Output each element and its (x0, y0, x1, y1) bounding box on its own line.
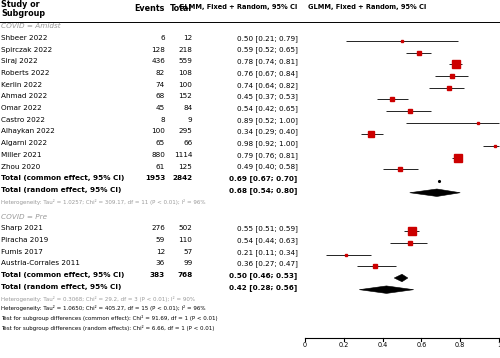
Text: 100: 100 (178, 82, 192, 88)
Text: 0.98 [0.92; 1.00]: 0.98 [0.92; 1.00] (236, 140, 298, 147)
Text: 0.2: 0.2 (338, 342, 349, 348)
Text: 128: 128 (151, 47, 165, 53)
Text: 436: 436 (151, 58, 165, 64)
Text: 82: 82 (156, 70, 165, 76)
Text: Test for subgroup differences (common effect): Chi² = 91.69, df = 1 (P < 0.01): Test for subgroup differences (common ef… (1, 315, 218, 321)
Text: Siraj 2022: Siraj 2022 (1, 58, 38, 64)
Text: Test for subgroup differences (random effects): Chi² = 6.66, df = 1 (P < 0.01): Test for subgroup differences (random ef… (1, 325, 214, 331)
Text: Total (random effect, 95% CI): Total (random effect, 95% CI) (1, 284, 122, 290)
Text: 0.36 [0.27; 0.47]: 0.36 [0.27; 0.47] (236, 261, 298, 267)
Text: GLMM, Fixed + Random, 95% CI: GLMM, Fixed + Random, 95% CI (179, 4, 298, 10)
Text: Total (common effect, 95% CI): Total (common effect, 95% CI) (1, 175, 124, 181)
Text: 57: 57 (183, 249, 192, 255)
Polygon shape (394, 274, 408, 282)
Text: 1114: 1114 (174, 152, 193, 158)
Text: 0.8: 0.8 (455, 342, 466, 348)
Text: 0.74 [0.64; 0.82]: 0.74 [0.64; 0.82] (236, 82, 298, 88)
Text: 218: 218 (178, 47, 192, 53)
Text: 1: 1 (497, 342, 500, 348)
Text: Austria-Corrales 2011: Austria-Corrales 2011 (1, 261, 80, 266)
Text: COVID = Amidst: COVID = Amidst (1, 23, 60, 29)
Text: 0.54 [0.44; 0.63]: 0.54 [0.44; 0.63] (236, 237, 298, 244)
Text: 125: 125 (178, 164, 192, 170)
Text: 0.4: 0.4 (378, 342, 388, 348)
Text: 59: 59 (156, 237, 165, 243)
Text: Fumis 2017: Fumis 2017 (1, 249, 43, 255)
Text: 0.54 [0.42; 0.65]: 0.54 [0.42; 0.65] (236, 105, 298, 112)
Text: 0.50 [0.21; 0.79]: 0.50 [0.21; 0.79] (236, 35, 298, 42)
Text: Miller 2021: Miller 2021 (1, 152, 42, 158)
Text: GLMM, Fixed + Random, 95% CI: GLMM, Fixed + Random, 95% CI (308, 4, 426, 10)
Text: 0.76 [0.67; 0.84]: 0.76 [0.67; 0.84] (236, 70, 298, 77)
Text: Alhaykan 2022: Alhaykan 2022 (1, 129, 55, 135)
Text: 110: 110 (178, 237, 192, 243)
Text: 100: 100 (151, 129, 165, 135)
Text: 6: 6 (160, 35, 165, 41)
Text: Total (random effect, 95% CI): Total (random effect, 95% CI) (1, 187, 122, 193)
Text: Total: Total (170, 4, 192, 13)
Text: 9: 9 (188, 117, 192, 123)
Text: 0.69 [0.67; 0.70]: 0.69 [0.67; 0.70] (229, 175, 298, 182)
Text: 0.45 [0.37; 0.53]: 0.45 [0.37; 0.53] (236, 93, 298, 100)
Text: 12: 12 (183, 35, 192, 41)
Text: 0.59 [0.52; 0.65]: 0.59 [0.52; 0.65] (236, 47, 298, 53)
Text: 880: 880 (151, 152, 165, 158)
Text: 84: 84 (183, 105, 192, 111)
Text: 8: 8 (160, 117, 165, 123)
Text: Heterogeneity: Tau² = 0.3068; Chi² = 29.2, df = 3 (P < 0.01); I² = 90%: Heterogeneity: Tau² = 0.3068; Chi² = 29.… (1, 295, 195, 301)
Text: Kerlin 2022: Kerlin 2022 (1, 82, 42, 88)
Text: 36: 36 (156, 261, 165, 266)
Text: 66: 66 (183, 140, 192, 146)
Text: 559: 559 (178, 58, 192, 64)
Text: 12: 12 (156, 249, 165, 255)
Text: Heterogeneity: Tau² = 1.0257; Chi² = 309.17, df = 11 (P < 0.01); I² = 96%: Heterogeneity: Tau² = 1.0257; Chi² = 309… (1, 199, 206, 204)
Text: 152: 152 (178, 93, 192, 100)
Text: 0.49 [0.40; 0.58]: 0.49 [0.40; 0.58] (236, 164, 298, 170)
Text: 61: 61 (156, 164, 165, 170)
Polygon shape (360, 286, 414, 294)
Text: Omar 2022: Omar 2022 (1, 105, 42, 111)
Text: 99: 99 (183, 261, 192, 266)
Text: 1953: 1953 (145, 175, 165, 181)
Text: 0.6: 0.6 (416, 342, 426, 348)
Text: 0.78 [0.74; 0.81]: 0.78 [0.74; 0.81] (236, 58, 298, 65)
Text: Heterogeneity: Tau² = 1.0650; Chi² = 405.27, df = 15 (P < 0.01); I² = 96%: Heterogeneity: Tau² = 1.0650; Chi² = 405… (1, 305, 206, 311)
Text: 768: 768 (177, 272, 192, 278)
Text: Piracha 2019: Piracha 2019 (1, 237, 48, 243)
Polygon shape (410, 189, 460, 197)
Text: Total (common effect, 95% CI): Total (common effect, 95% CI) (1, 272, 124, 278)
Text: Study or: Study or (1, 0, 40, 9)
Text: 2842: 2842 (172, 175, 193, 181)
Text: Subgroup: Subgroup (1, 9, 45, 18)
Text: Castro 2022: Castro 2022 (1, 117, 45, 123)
Text: 0.68 [0.54; 0.80]: 0.68 [0.54; 0.80] (229, 187, 298, 194)
Text: 108: 108 (178, 70, 192, 76)
Text: Events: Events (134, 4, 165, 13)
Text: 74: 74 (156, 82, 165, 88)
Text: 0.89 [0.52; 1.00]: 0.89 [0.52; 1.00] (236, 117, 298, 124)
Text: 0.79 [0.76; 0.81]: 0.79 [0.76; 0.81] (236, 152, 298, 159)
Text: Zhou 2020: Zhou 2020 (1, 164, 40, 170)
Text: COVID = Pre: COVID = Pre (1, 214, 47, 220)
Text: Shbeer 2022: Shbeer 2022 (1, 35, 48, 41)
Text: 276: 276 (151, 226, 165, 231)
Text: 65: 65 (156, 140, 165, 146)
Text: 295: 295 (178, 129, 192, 135)
Text: 0: 0 (303, 342, 307, 348)
Text: 0.55 [0.51; 0.59]: 0.55 [0.51; 0.59] (236, 226, 298, 232)
Text: Ahmad 2022: Ahmad 2022 (1, 93, 47, 100)
Text: Roberts 2022: Roberts 2022 (1, 70, 50, 76)
Text: 0.42 [0.28; 0.56]: 0.42 [0.28; 0.56] (229, 284, 298, 291)
Text: Spirczak 2022: Spirczak 2022 (1, 47, 52, 53)
Text: 383: 383 (150, 272, 165, 278)
Text: 0.21 [0.11; 0.34]: 0.21 [0.11; 0.34] (236, 249, 298, 256)
Text: Sharp 2021: Sharp 2021 (1, 226, 43, 231)
Text: 0.50 [0.46; 0.53]: 0.50 [0.46; 0.53] (229, 272, 298, 279)
Text: 68: 68 (156, 93, 165, 100)
Text: 45: 45 (156, 105, 165, 111)
Text: Algarni 2022: Algarni 2022 (1, 140, 47, 146)
Text: 502: 502 (178, 226, 192, 231)
Text: 0.34 [0.29; 0.40]: 0.34 [0.29; 0.40] (236, 129, 298, 135)
